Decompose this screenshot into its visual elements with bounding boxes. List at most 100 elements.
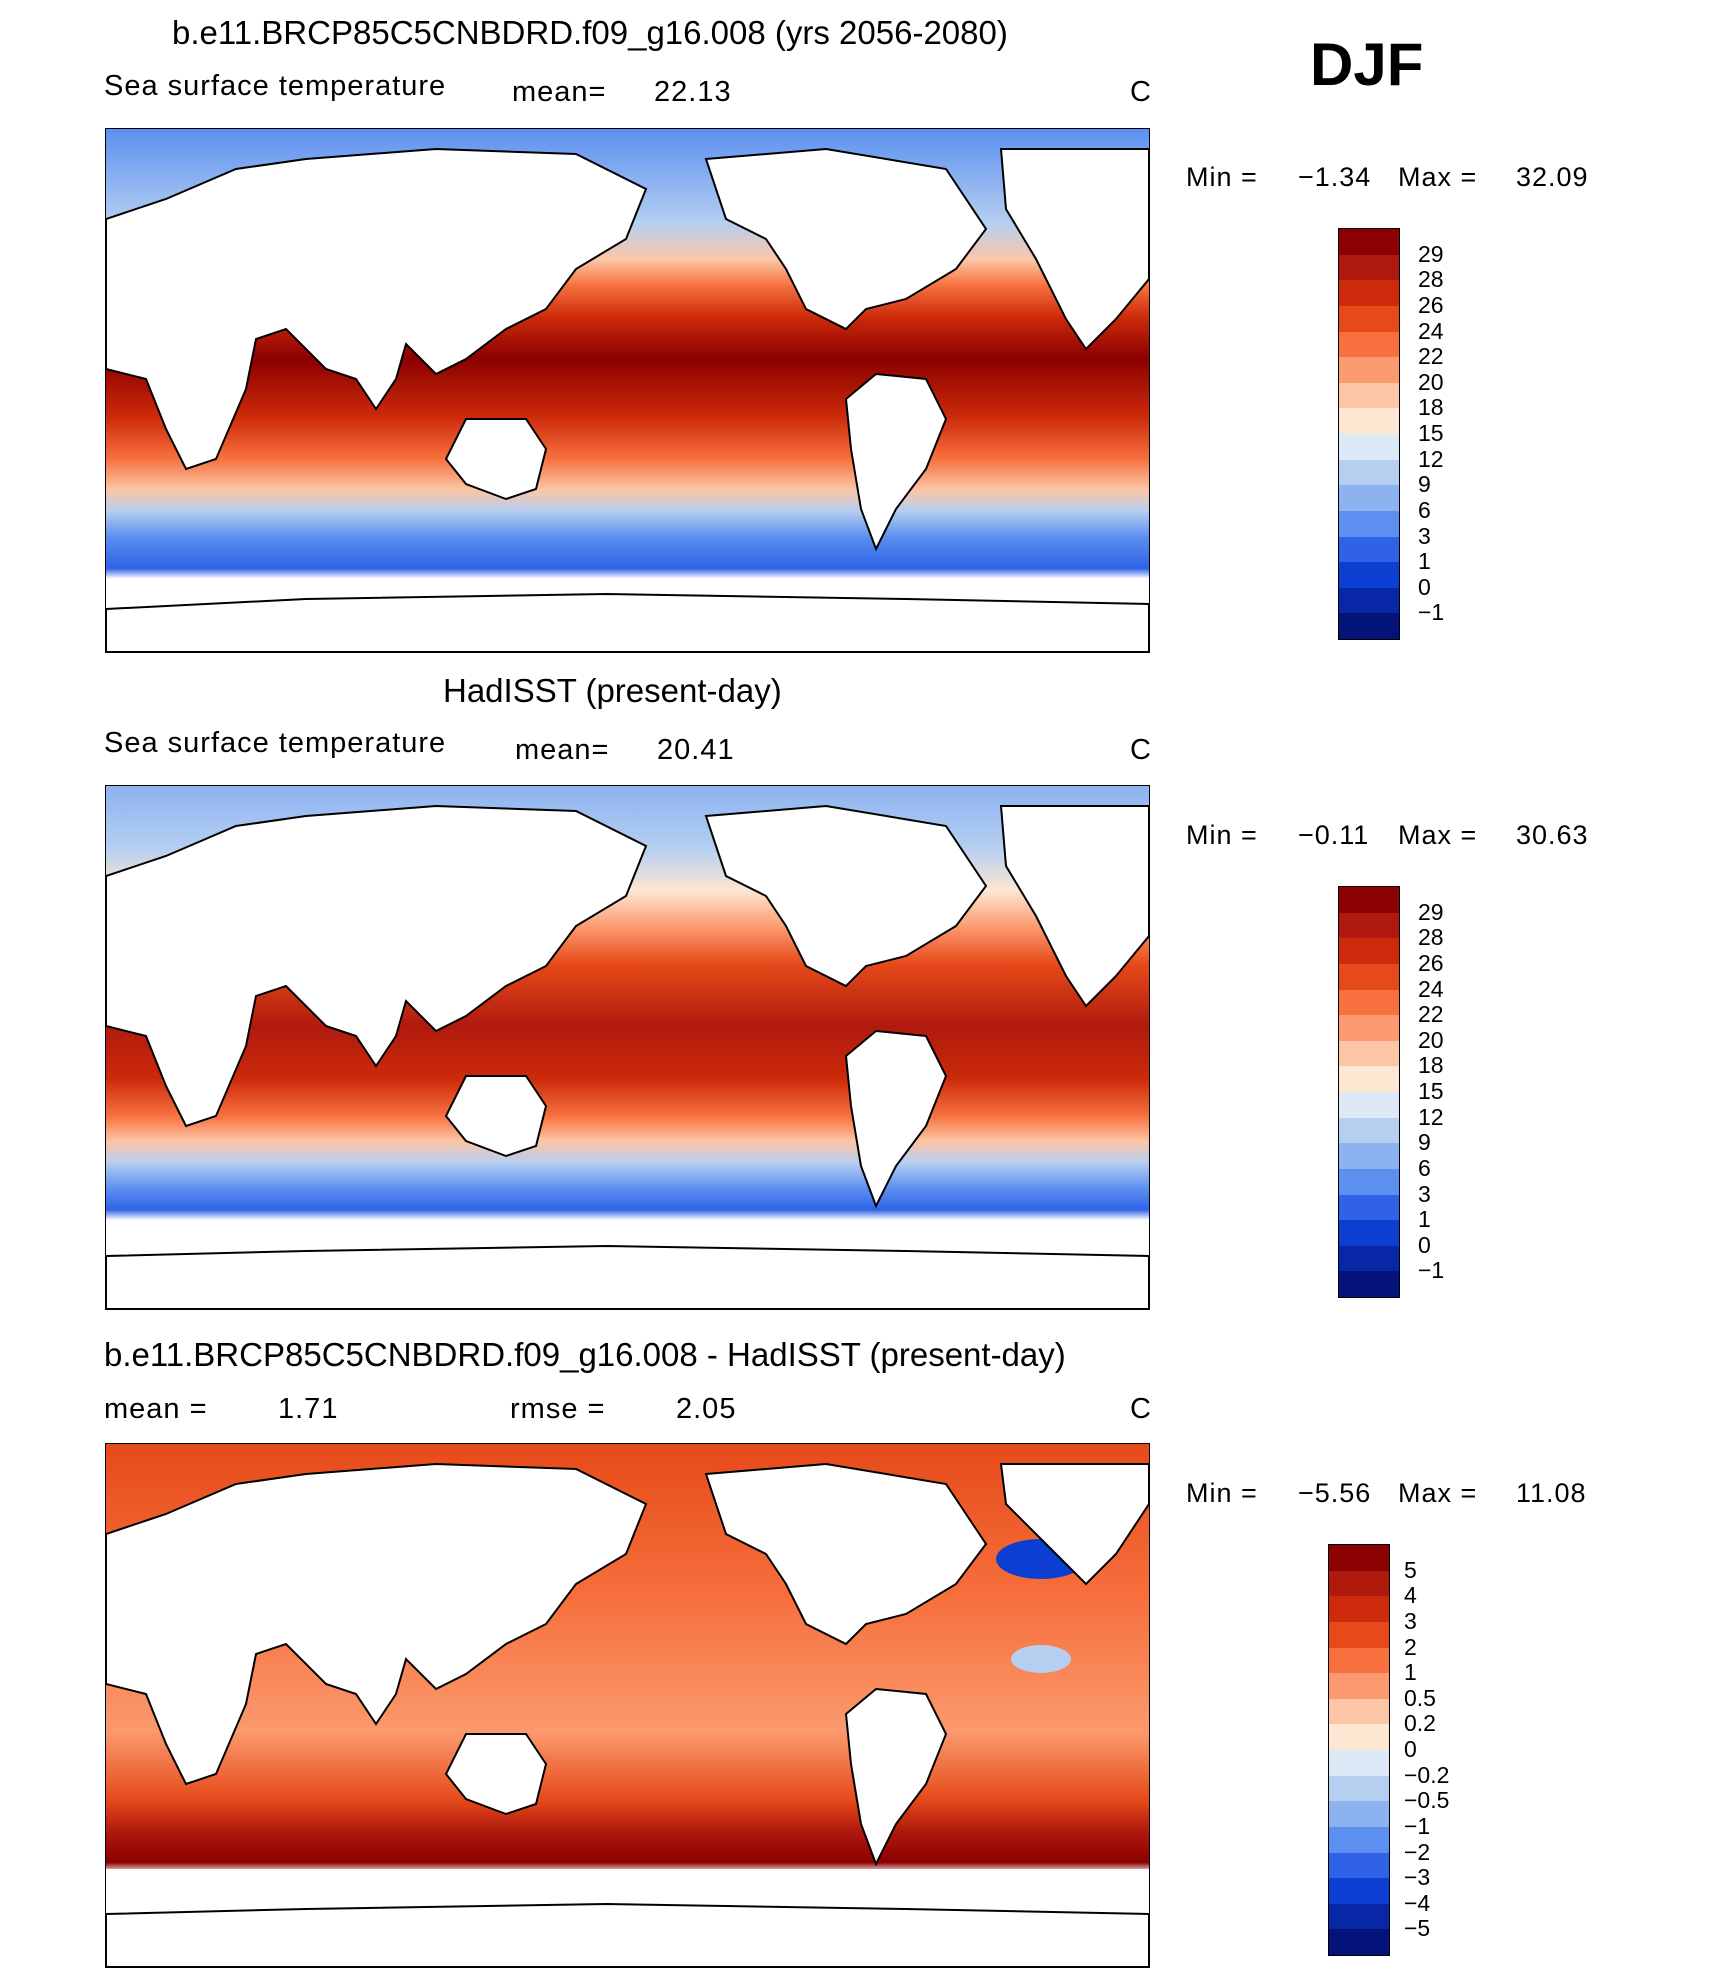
colorbar-tick-label: 3	[1404, 1607, 1417, 1634]
colorbar-swatch	[1339, 459, 1399, 487]
panel-1-field	[106, 129, 1149, 652]
colorbar-swatch	[1329, 1826, 1389, 1854]
panel-1-max-label: Max =	[1398, 162, 1478, 192]
panel-3-units: C	[1130, 1393, 1152, 1425]
panel-2-colorbar	[1338, 886, 1400, 1298]
panel-1-colorbar	[1338, 228, 1400, 640]
panel-3-rmse-label: rmse =	[510, 1393, 606, 1425]
colorbar-tick-label: 12	[1418, 1103, 1444, 1130]
colorbar-tick-label: 1	[1404, 1659, 1417, 1686]
panel-3-min-value: −5.56	[1298, 1478, 1372, 1508]
panel-3-field	[106, 1444, 1149, 1967]
colorbar-swatch	[1329, 1673, 1389, 1700]
colorbar-tick-label: 15	[1418, 420, 1444, 446]
panel-2-variable: Sea surface temperature	[104, 727, 447, 759]
colorbar-tick-label: −0.2	[1404, 1761, 1450, 1788]
panel-1-title: b.e11.BRCP85C5CNBDRD.f09_g16.008 (yrs 20…	[172, 14, 1008, 51]
panel-3-title: b.e11.BRCP85C5CNBDRD.f09_g16.008 - HadIS…	[104, 1336, 1066, 1373]
panel-1-min-label: Min =	[1186, 162, 1258, 192]
panel-3-mean-label: mean =	[104, 1393, 208, 1425]
colorbar-tick-label: 24	[1418, 317, 1444, 344]
colorbar-swatch	[1329, 1801, 1389, 1828]
panel-1-map	[105, 128, 1150, 653]
colorbar-tick-label: 24	[1418, 975, 1444, 1002]
colorbar-tick-label: 26	[1418, 949, 1444, 976]
colorbar-swatch	[1339, 331, 1399, 359]
colorbar-tick-label: 18	[1418, 1052, 1444, 1079]
panel-1-colorbar-ticks: 29 28 26 24 22 20 18 15 12 9 6 3 1 0 −1	[1418, 228, 1538, 638]
colorbar-tick-label: −2	[1404, 1838, 1431, 1865]
colorbar-tick-label: 22	[1418, 1001, 1444, 1028]
panel-3-mean-value: 1.71	[278, 1393, 339, 1425]
panel-2-field	[106, 786, 1149, 1309]
colorbar-swatch	[1339, 357, 1399, 384]
colorbar-tick-label: 12	[1418, 445, 1444, 472]
panel-3-max-value: 11.08	[1516, 1478, 1587, 1508]
colorbar-swatch	[1339, 887, 1399, 914]
panel-2-title: HadISST (present-day)	[443, 672, 782, 709]
colorbar-swatch	[1339, 1143, 1399, 1170]
colorbar-swatch	[1329, 1621, 1389, 1649]
season-label: DJF	[1310, 31, 1424, 98]
colorbar-tick-label: 15	[1418, 1078, 1444, 1104]
colorbar-swatch	[1339, 305, 1399, 333]
colorbar-tick-label: 4	[1404, 1582, 1417, 1609]
colorbar-swatch	[1339, 434, 1399, 461]
colorbar-tick-label: 29	[1418, 898, 1444, 925]
panel-1-mean-value: 22.13	[654, 76, 732, 108]
panel-3-colorbar	[1328, 1544, 1390, 1956]
colorbar-tick-label: 1	[1418, 1206, 1431, 1233]
colorbar-tick-label: 9	[1418, 1129, 1431, 1156]
colorbar-tick-label: 0	[1418, 573, 1431, 600]
panel-2-min-value: −0.11	[1298, 820, 1370, 850]
colorbar-swatch	[1329, 1750, 1389, 1777]
colorbar-swatch	[1339, 1015, 1399, 1042]
colorbar-swatch	[1339, 938, 1399, 965]
colorbar-tick-label: 3	[1418, 1180, 1431, 1207]
colorbar-tick-label: 29	[1418, 240, 1444, 267]
panel-3-min-label: Min =	[1186, 1478, 1258, 1508]
panel-2-max-value: 30.63	[1516, 820, 1589, 850]
colorbar-tick-label: 18	[1418, 394, 1444, 421]
colorbar-swatch	[1339, 587, 1399, 615]
colorbar-swatch	[1339, 1245, 1399, 1273]
colorbar-swatch	[1339, 254, 1399, 282]
colorbar-tick-label: 1	[1418, 548, 1431, 575]
colorbar-swatch	[1329, 1570, 1389, 1598]
colorbar-tick-label: 9	[1418, 471, 1431, 498]
colorbar-swatch	[1339, 485, 1399, 512]
colorbar-tick-label: 6	[1418, 1154, 1431, 1181]
colorbar-swatch	[1329, 1698, 1389, 1726]
colorbar-tick-label: −4	[1404, 1889, 1431, 1916]
panel-2-map	[105, 785, 1150, 1310]
colorbar-swatch	[1339, 229, 1399, 256]
colorbar-swatch	[1339, 989, 1399, 1017]
colorbar-tick-label: −1	[1404, 1812, 1431, 1839]
panel-2-min-label: Min =	[1186, 820, 1258, 850]
colorbar-swatch	[1339, 1040, 1399, 1068]
colorbar-tick-label: 28	[1418, 266, 1444, 293]
colorbar-tick-label: 5	[1404, 1556, 1417, 1583]
colorbar-tick-label: 6	[1418, 496, 1431, 523]
colorbar-tick-label: 28	[1418, 924, 1444, 951]
panel-3-colorbar-ticks: 5 4 3 2 1 0.5 0.2 0 −0.2 −0.5 −1 −2 −3 −4 −5	[1404, 1544, 1524, 1954]
panel-2-colorbar-ticks: 29 28 26 24 22 20 18 15 12 9 6 3 1 0 −1	[1418, 886, 1538, 1296]
panel-3-max-label: Max =	[1398, 1478, 1478, 1508]
colorbar-swatch	[1329, 1724, 1389, 1751]
colorbar-swatch	[1339, 562, 1399, 589]
colorbar-tick-label: 0	[1404, 1736, 1417, 1762]
colorbar-swatch	[1329, 1903, 1389, 1931]
colorbar-tick-label: 0.5	[1404, 1684, 1436, 1711]
colorbar-tick-label: 26	[1418, 291, 1444, 318]
colorbar-swatch	[1339, 912, 1399, 940]
colorbar-swatch	[1329, 1545, 1389, 1572]
colorbar-swatch	[1329, 1852, 1389, 1880]
colorbar-swatch	[1339, 536, 1399, 564]
colorbar-swatch	[1339, 613, 1399, 639]
colorbar-swatch	[1339, 1117, 1399, 1145]
colorbar-swatch	[1339, 280, 1399, 307]
colorbar-swatch	[1329, 1647, 1389, 1675]
colorbar-tick-label: 20	[1418, 1026, 1444, 1053]
panel-1-units: C	[1130, 76, 1152, 108]
colorbar-swatch	[1329, 1878, 1389, 1905]
